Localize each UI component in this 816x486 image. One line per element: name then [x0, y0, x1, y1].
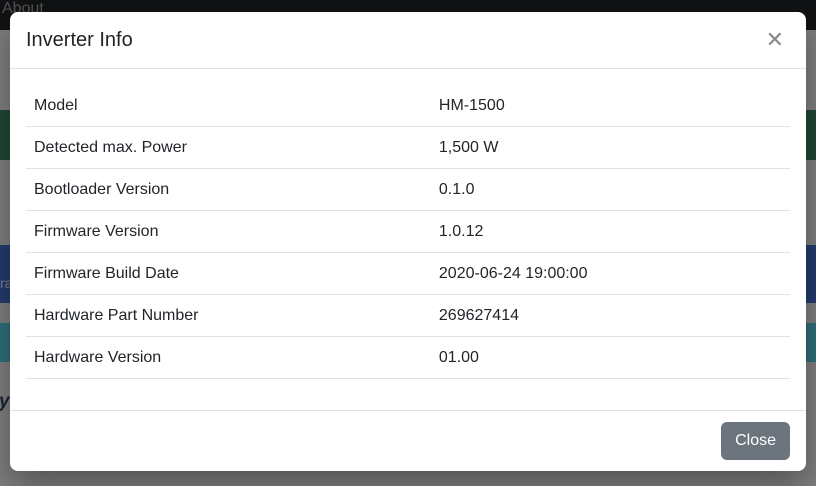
row-value: HM-1500: [430, 85, 790, 127]
modal-footer: Close: [10, 410, 806, 471]
row-label: Firmware Build Date: [26, 252, 431, 295]
modal-body: Model HM-1500 Detected max. Power 1,500 …: [10, 69, 806, 410]
modal-header: Inverter Info ✕: [10, 12, 806, 69]
row-value: 269627414: [430, 294, 790, 337]
table-row: Hardware Part Number 269627414: [26, 294, 790, 337]
table-row: Firmware Build Date 2020-06-24 19:00:00: [26, 252, 790, 295]
table-row: Bootloader Version 0.1.0: [26, 168, 790, 211]
close-icon[interactable]: ✕: [760, 28, 790, 52]
row-value: 1.0.12: [430, 210, 790, 253]
row-label: Firmware Version: [26, 210, 431, 253]
row-value: 2020-06-24 19:00:00: [430, 252, 790, 295]
row-label: Detected max. Power: [26, 126, 431, 169]
inverter-info-table: Model HM-1500 Detected max. Power 1,500 …: [26, 85, 790, 379]
row-value: 01.00: [430, 336, 790, 379]
row-value: 0.1.0: [430, 168, 790, 211]
row-label: Hardware Part Number: [26, 294, 431, 337]
close-button[interactable]: Close: [721, 422, 790, 460]
row-label: Model: [26, 85, 431, 127]
row-label: Hardware Version: [26, 336, 431, 379]
inverter-info-modal: Inverter Info ✕ Model HM-1500 Detected m…: [10, 12, 806, 471]
modal-title: Inverter Info: [26, 29, 133, 51]
row-value: 1,500 W: [430, 126, 790, 169]
row-label: Bootloader Version: [26, 168, 431, 211]
table-row: Hardware Version 01.00: [26, 336, 790, 379]
table-row: Detected max. Power 1,500 W: [26, 126, 790, 169]
table-row: Model HM-1500: [26, 85, 790, 127]
table-row: Firmware Version 1.0.12: [26, 210, 790, 253]
